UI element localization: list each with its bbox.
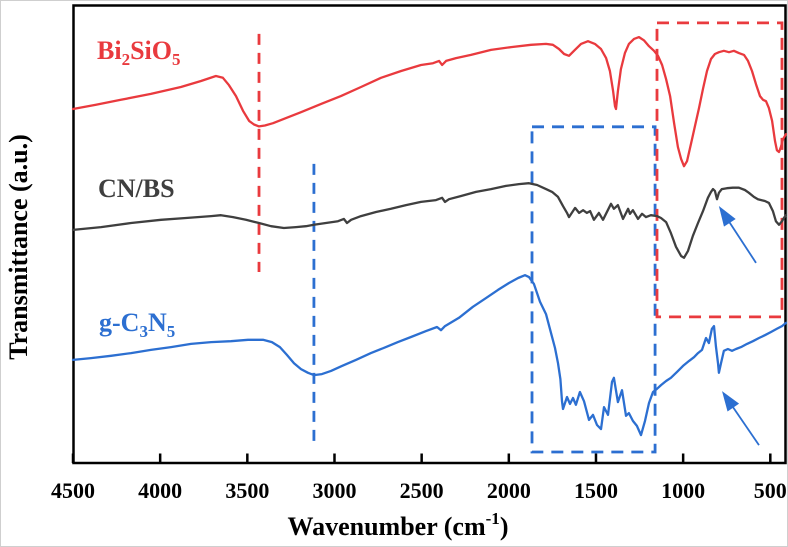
x-tick-label-500: 500 <box>754 478 787 503</box>
x-tick-label-4000: 4000 <box>138 478 182 503</box>
annotation-layer <box>257 21 784 454</box>
x-axis-label: Wavenumber (cm-1) <box>288 509 509 541</box>
x-tick-label-1500: 1500 <box>574 478 618 503</box>
cn-bs-curve <box>71 182 787 259</box>
x-tick-label-2000: 2000 <box>487 478 531 503</box>
x-tick-label-3000: 3000 <box>312 478 356 503</box>
plot-frame <box>72 4 787 465</box>
annotation-arrowhead-1 <box>722 391 740 412</box>
dashed-region-box-1 <box>655 21 784 319</box>
curve-label-cnbs: CN/BS <box>98 174 175 203</box>
x-tick-label-1000: 1000 <box>661 478 705 503</box>
bi2sio5-curve <box>71 35 787 168</box>
annotation-arrow-line-0 <box>724 215 757 264</box>
curves-layer <box>71 35 787 437</box>
g-c3n5-curve <box>71 274 787 437</box>
y-axis-label: Transmittance (a.u.) <box>4 134 33 360</box>
x-axis-ticks: 4500 4000 3500 3000 2500 2000 1500 1000 500 <box>51 453 787 503</box>
x-tick-label-3500: 3500 <box>225 478 269 503</box>
annotation-arrowhead-0 <box>718 206 736 227</box>
x-tick-label-2500: 2500 <box>400 478 444 503</box>
x-tick-label-4500: 4500 <box>51 478 95 503</box>
annotation-arrow-line-1 <box>728 400 760 446</box>
arrows-layer <box>718 206 760 446</box>
curve-label-bi2sio5: Bi2SiO5 <box>97 36 181 69</box>
curve-label-gc3n5: g-C3N5 <box>99 308 175 341</box>
dashed-region-box-0 <box>530 125 657 454</box>
